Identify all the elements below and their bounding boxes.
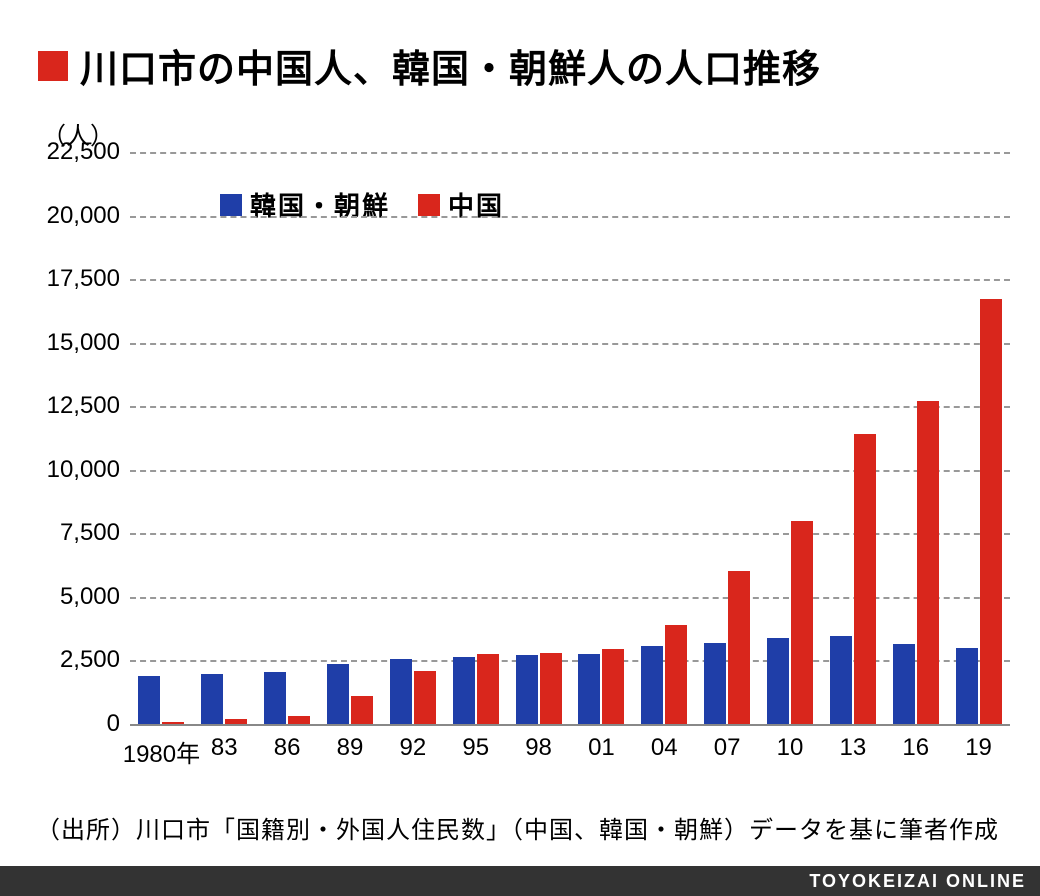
source-note: （出所）川口市「国籍別・外国人住民数」（中国、韓国・朝鮮）データを基に筆者作成 xyxy=(36,810,999,845)
bar-china xyxy=(288,716,310,724)
bar-korea xyxy=(956,648,978,724)
bar-china xyxy=(980,299,1002,724)
bar-korea xyxy=(264,672,286,724)
x-tick-label: 04 xyxy=(651,724,678,762)
x-tick-label: 92 xyxy=(399,724,426,762)
bar-china xyxy=(665,625,687,724)
x-tick-label: 07 xyxy=(714,724,741,762)
bar-korea xyxy=(201,674,223,724)
chart-title: 川口市の中国人、韓国・朝鮮人の人口推移 xyxy=(80,38,821,93)
footer-brand-text: TOYOKEIZAI ONLINE xyxy=(809,871,1026,892)
bar-korea xyxy=(390,659,412,724)
bar-korea xyxy=(893,644,915,724)
x-tick-label: 10 xyxy=(777,724,804,762)
x-tick-label: 98 xyxy=(525,724,552,762)
y-tick-label: 5,000 xyxy=(60,583,130,611)
bar-korea xyxy=(641,646,663,724)
gridline xyxy=(130,597,1010,599)
x-tick-label: 95 xyxy=(462,724,489,762)
chart-container: 川口市の中国人、韓国・朝鮮人の人口推移 （人） 韓国・朝鮮 中国 02,5005… xyxy=(0,0,1040,896)
bar-china xyxy=(728,571,750,724)
bar-china xyxy=(917,401,939,724)
x-tick-label: 86 xyxy=(274,724,301,762)
bar-korea xyxy=(453,657,475,724)
x-tick-label: 19 xyxy=(965,724,992,762)
y-tick-label: 12,500 xyxy=(47,392,130,420)
x-tick-label: 89 xyxy=(337,724,364,762)
bar-china xyxy=(477,654,499,724)
bar-korea xyxy=(830,636,852,724)
bar-korea xyxy=(327,664,349,724)
gridline xyxy=(130,279,1010,281)
gridline xyxy=(130,343,1010,345)
gridline xyxy=(130,406,1010,408)
gridline xyxy=(130,216,1010,218)
y-tick-label: 22,500 xyxy=(47,138,130,166)
y-tick-label: 10,000 xyxy=(47,456,130,484)
x-tick-label: 83 xyxy=(211,724,238,762)
x-tick-label: 01 xyxy=(588,724,615,762)
axis-baseline xyxy=(130,724,1010,726)
title-marker-icon xyxy=(38,51,68,81)
bar-china xyxy=(540,653,562,724)
plot-area: 02,5005,0007,50010,00012,50015,00017,500… xyxy=(130,152,1010,724)
bar-korea xyxy=(516,655,538,724)
x-tick-label: 1980年 xyxy=(123,724,200,769)
gridline xyxy=(130,470,1010,472)
bar-korea xyxy=(578,654,600,724)
bar-korea xyxy=(138,676,160,724)
bar-china xyxy=(351,696,373,724)
y-tick-label: 7,500 xyxy=(60,519,130,547)
y-tick-label: 20,000 xyxy=(47,202,130,230)
bar-korea xyxy=(767,638,789,724)
footer-brand-bar: TOYOKEIZAI ONLINE xyxy=(0,866,1040,896)
bar-china xyxy=(602,649,624,724)
chart-title-row: 川口市の中国人、韓国・朝鮮人の人口推移 xyxy=(38,38,821,93)
gridline xyxy=(130,660,1010,662)
x-tick-label: 13 xyxy=(839,724,866,762)
gridline xyxy=(130,533,1010,535)
y-tick-label: 17,500 xyxy=(47,265,130,293)
bar-china xyxy=(791,521,813,724)
bar-korea xyxy=(704,643,726,724)
bar-china xyxy=(854,434,876,724)
x-tick-label: 16 xyxy=(902,724,929,762)
gridline xyxy=(130,152,1010,154)
y-tick-label: 15,000 xyxy=(47,329,130,357)
y-tick-label: 2,500 xyxy=(60,646,130,674)
bar-china xyxy=(414,671,436,724)
